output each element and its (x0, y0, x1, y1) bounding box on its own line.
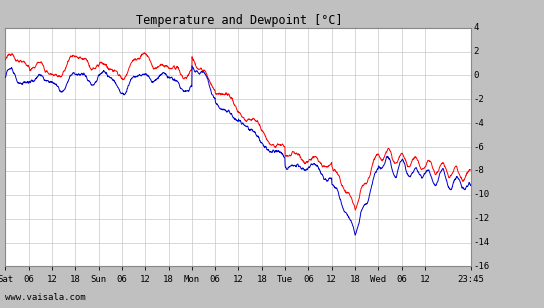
Text: -6: -6 (473, 143, 484, 152)
Text: 2: 2 (473, 47, 479, 56)
Text: 4: 4 (473, 23, 479, 32)
Text: -14: -14 (473, 238, 490, 247)
Text: www.vaisala.com: www.vaisala.com (5, 293, 86, 302)
Text: -16: -16 (473, 262, 490, 271)
Text: -12: -12 (473, 214, 490, 223)
Text: 0: 0 (473, 71, 479, 80)
Text: Temperature and Dewpoint [°C]: Temperature and Dewpoint [°C] (136, 14, 343, 27)
Text: -4: -4 (473, 119, 484, 128)
Text: -2: -2 (473, 95, 484, 104)
Text: -10: -10 (473, 190, 490, 199)
Text: -8: -8 (473, 166, 484, 176)
